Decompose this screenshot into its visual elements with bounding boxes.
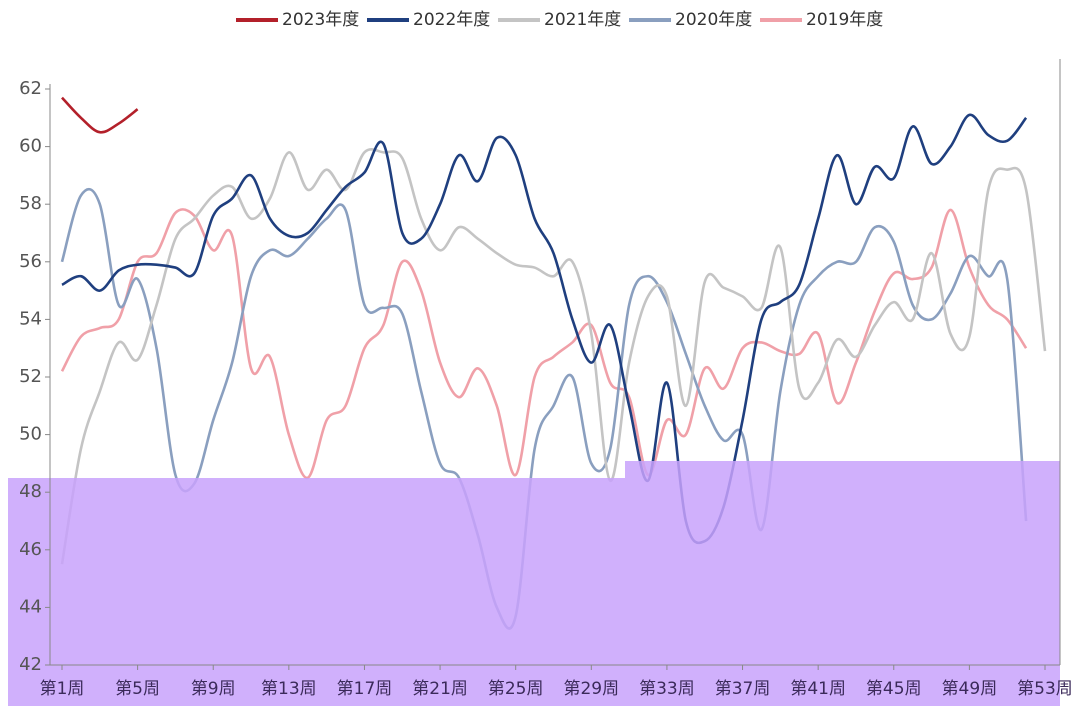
legend-label: 2019年度 (806, 10, 883, 30)
x-tick-label: 第5周 (115, 679, 160, 699)
x-tick-label: 第53周 (1017, 679, 1073, 699)
plot-area (60, 96, 1047, 630)
x-tick-label: 第33周 (639, 679, 695, 699)
series-line (60, 148, 1047, 565)
x-tick-label: 第37周 (715, 679, 771, 699)
series-line (61, 113, 1028, 545)
x-tick-label: 第13周 (261, 679, 317, 699)
y-tick-label: 44 (19, 596, 42, 617)
legend-label: 2022年度 (413, 10, 490, 30)
x-tick-label: 第17周 (337, 679, 393, 699)
series-line (60, 187, 1028, 630)
y-tick-label: 48 (19, 481, 42, 502)
y-tick-label: 52 (19, 366, 42, 387)
x-tick-label: 第29周 (563, 679, 619, 699)
y-tick-label: 42 (19, 654, 42, 675)
y-tick-label: 50 (19, 424, 42, 445)
legend-label: 2020年度 (675, 10, 752, 30)
axes: 4244464850525456586062第1周 第5周 第9周 第13周 第17周第… (19, 10, 1073, 699)
x-tick-label: 第41周 (790, 679, 846, 699)
x-tick-label: 第1周 (40, 679, 85, 699)
x-tick-label: 第45周 (866, 679, 922, 699)
x-tick-label: 第25周 (488, 679, 544, 699)
y-tick-label: 54 (19, 308, 42, 329)
series-line (60, 208, 1028, 480)
legend-label: 2023年度 (282, 10, 359, 30)
y-tick-label: 60 (19, 136, 42, 157)
x-tick-label: 第9周 (191, 679, 236, 699)
y-tick-label: 62 (19, 78, 42, 99)
y-tick-label: 46 (19, 539, 42, 560)
series-line (61, 96, 139, 134)
x-tick-label: 第49周 (942, 679, 998, 699)
y-tick-label: 58 (19, 193, 42, 214)
overlay (8, 461, 1060, 706)
x-tick-label: 第21周 (412, 679, 468, 699)
legend-label: 2021年度 (544, 10, 621, 30)
y-tick-label: 56 (19, 251, 42, 272)
